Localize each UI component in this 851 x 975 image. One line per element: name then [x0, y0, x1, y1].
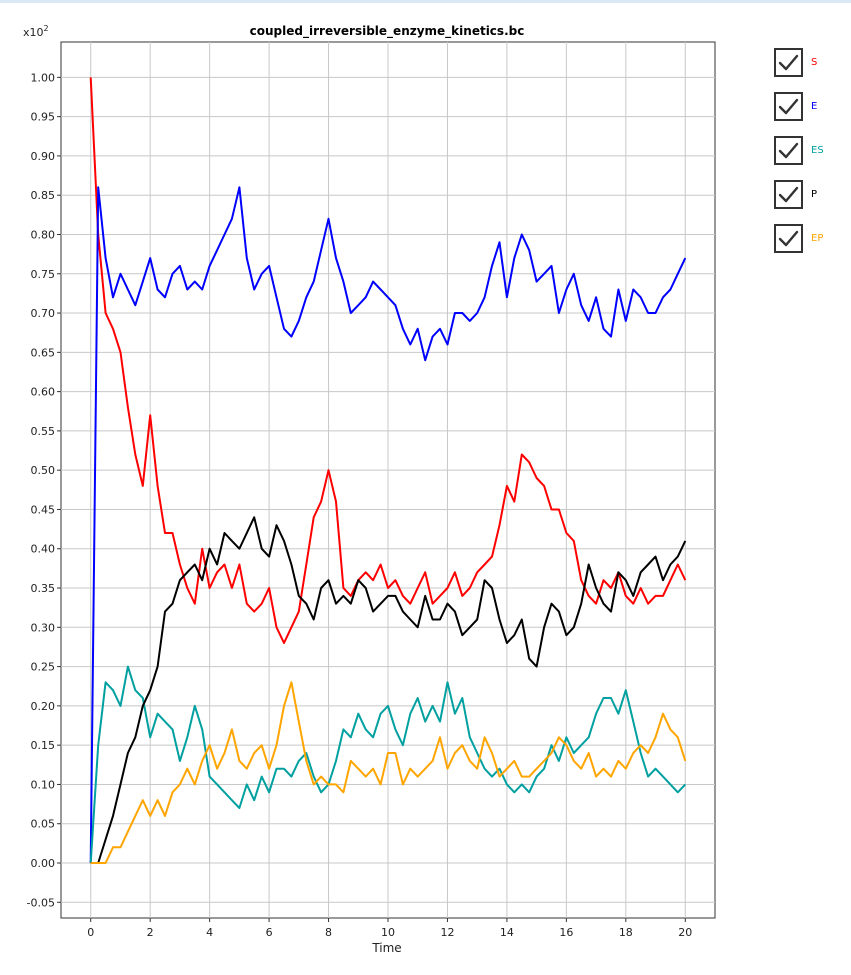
y-tick-label: 0.55: [31, 425, 56, 438]
y-tick-label: 0.35: [31, 582, 56, 595]
checkbox-checked-icon[interactable]: [774, 179, 803, 209]
x-tick-label: 16: [559, 926, 573, 939]
y-tick-label: 0.20: [31, 700, 56, 713]
legend-item-p[interactable]: P: [774, 172, 844, 216]
legend-item-e[interactable]: E: [774, 84, 844, 128]
x-tick-label: 18: [619, 926, 633, 939]
legend-item-s[interactable]: S: [774, 40, 844, 84]
x-tick-label: 14: [500, 926, 514, 939]
axes: -0.05 0.00 0.05 0.10 0.15 0.20 0.25 0.30 0.35 0.4…: [27, 71, 693, 939]
series-lines: [89, 77, 687, 864]
x-tick-label: 6: [266, 926, 273, 939]
y-tick-label: 0.05: [31, 818, 56, 831]
y-multiplier-base: x10: [23, 26, 44, 39]
x-tick-label: 8: [325, 926, 332, 939]
y-tick-label: 0.30: [31, 621, 56, 634]
y-tick-label: 0.40: [31, 543, 56, 556]
checkbox-checked-icon[interactable]: [774, 91, 803, 121]
series-line-p: [90, 516, 687, 864]
checkbox-checked-icon[interactable]: [774, 223, 803, 253]
legend-item-ep[interactable]: EP: [774, 216, 844, 260]
y-tick-label: 0.50: [31, 464, 56, 477]
series-line-e: [89, 186, 687, 864]
y-multiplier-exponent: 2: [44, 24, 49, 33]
checkbox-checked-icon[interactable]: [774, 135, 803, 165]
y-tick-label: 0.45: [31, 503, 56, 516]
y-tick-label: 0.80: [31, 228, 56, 241]
legend: S E ES P EP: [774, 40, 844, 260]
y-tick-label: 0.65: [31, 346, 56, 359]
grid: [61, 42, 715, 918]
window-top-border: [0, 0, 851, 3]
x-tick-label: 0: [87, 926, 94, 939]
legend-label: E: [811, 100, 818, 112]
series-line-es: [89, 665, 687, 864]
y-tick-label: 0.25: [31, 661, 56, 674]
x-tick-label: 12: [440, 926, 454, 939]
legend-label: S: [811, 56, 818, 68]
series-line-s: [89, 77, 687, 644]
y-tick-label: 0.85: [31, 189, 56, 202]
y-tick-label: 0.15: [31, 739, 56, 752]
x-tick-label: 2: [147, 926, 154, 939]
y-tick-label: 0.90: [31, 150, 56, 163]
y-tick-label: 0.60: [31, 386, 56, 399]
y-tick-label: 0.00: [31, 857, 56, 870]
y-tick-label: 0.10: [31, 778, 56, 791]
y-tick-label: 0.95: [31, 111, 56, 124]
y-tick-label: -0.05: [27, 896, 55, 909]
checkbox-checked-icon[interactable]: [774, 47, 803, 77]
chart-title: coupled_irreversible_enzyme_kinetics.bc: [250, 24, 525, 39]
y-axis-multiplier: x102: [23, 24, 49, 39]
legend-item-es[interactable]: ES: [774, 128, 844, 172]
legend-label: EP: [811, 232, 824, 244]
y-tick-label: 0.70: [31, 307, 56, 320]
series-line-ep: [90, 681, 687, 864]
x-tick-label: 20: [678, 926, 692, 939]
x-tick-label: 4: [206, 926, 213, 939]
y-tick-label: 0.75: [31, 268, 56, 281]
x-axis-label: Time: [371, 941, 401, 955]
legend-label: ES: [811, 144, 824, 156]
y-tick-label: 1.00: [31, 71, 56, 84]
x-tick-label: 10: [381, 926, 395, 939]
legend-label: P: [811, 188, 818, 200]
